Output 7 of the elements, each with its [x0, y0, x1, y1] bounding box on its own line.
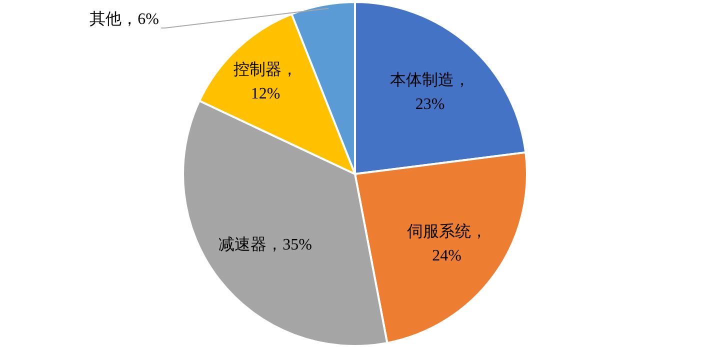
slice-label: 减速器: [218, 236, 267, 254]
slice-label: 其他: [90, 11, 122, 28]
data-label: ，35%: [266, 236, 312, 254]
data-label: ，6%: [122, 11, 159, 28]
slice-label: 伺服系统: [406, 224, 471, 241]
slice-label: 控制器: [234, 62, 282, 79]
slice-label: 本体制造: [390, 72, 454, 89]
